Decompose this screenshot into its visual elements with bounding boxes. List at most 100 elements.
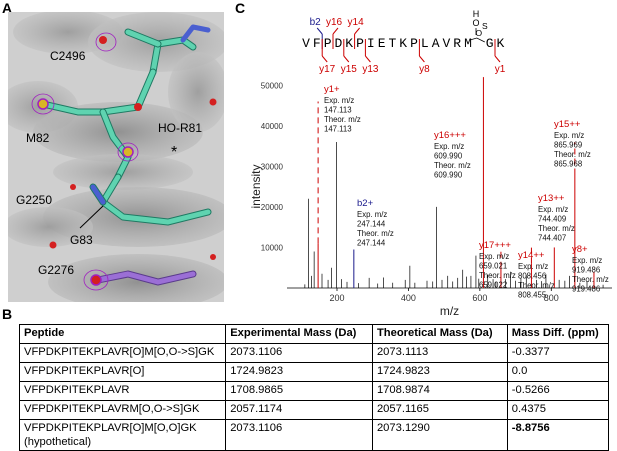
sequence-residue: P: [410, 36, 418, 51]
cell-theor-mass: 2057.1165: [371, 400, 508, 420]
b2-bracket-label: b2: [310, 17, 322, 28]
cell-peptide: VFPDKPITEKPLAVR[O]M[O,O->S]GK: [18, 343, 227, 363]
ion-annotation-line: Exp. m/z: [572, 256, 602, 265]
mod-bond: [469, 37, 485, 43]
y1-bracket-tail: [494, 55, 501, 63]
y8-bracket-label: y8: [419, 64, 430, 75]
header-theor-mass: Theoretical Mass (Da): [371, 324, 508, 344]
sequence-residue: E: [378, 36, 386, 51]
mod-o: O: [475, 28, 482, 38]
sequence-residue: L: [421, 36, 429, 51]
y15-bracket-label: y15: [341, 64, 358, 75]
y13-bracket-tail: [365, 55, 371, 63]
ion-annotation-title: y8+: [572, 244, 588, 255]
sequence-residue: I: [367, 36, 375, 51]
ion-annotation-line: Exp. m/z: [479, 252, 509, 261]
x-axis-label: m/z: [440, 304, 459, 318]
ion-annotation-title: y14++: [518, 250, 545, 261]
ion-annotation-title: y15++: [554, 119, 581, 130]
y16-bracket-tail: [332, 27, 339, 35]
cell-theor-mass: 1708.9874: [371, 381, 508, 401]
ion-annotation-line: 147.113: [324, 106, 352, 115]
mass-table-container: Peptide Experimental Mass (Da) Theoretic…: [18, 324, 610, 451]
sequence-residue: P: [324, 36, 332, 51]
y13-bracket-label: y13: [362, 64, 379, 75]
ion-annotation-line: Theor. m/z: [357, 229, 394, 238]
ion-annotation-title: b2+: [357, 198, 374, 209]
y-tick-label: 40000: [261, 122, 284, 131]
y14-bracket-label: y14: [348, 17, 365, 28]
density-mesh: [31, 32, 139, 291]
y-tick-label: 50000: [261, 81, 284, 90]
x-tick-label: 400: [401, 293, 416, 303]
electron-density: [8, 12, 224, 302]
ion-annotation-line: Exp. m/z: [554, 131, 584, 140]
ion-annotation-line: 609.990: [434, 152, 463, 161]
table-row: VFPDKPITEKPLAVR[O]M[O,O->S]GK 2073.1106 …: [18, 343, 610, 363]
mod-h-top: H: [473, 9, 480, 19]
spectrum-plot: 200 400 600 800 10000 20000 30000 40000 50000 m/z…: [249, 77, 612, 318]
header-exp-mass: Experimental Mass (Da): [225, 324, 373, 344]
cell-exp-mass: 1724.9823: [225, 362, 373, 382]
ion-annotation-line: 147.113: [324, 125, 352, 134]
header-peptide: Peptide: [18, 324, 227, 344]
y1-bracket-label: y1: [495, 64, 506, 75]
ion-annotation-line: 609.990: [434, 171, 463, 180]
cell-peptide: VFPDKPITEKPLAVR[O]M[O,O]GK (hypothetical): [18, 419, 227, 451]
ion-annotation-line: 659.022: [479, 281, 507, 290]
mod-s: S: [482, 21, 488, 31]
protein-backbone: [39, 24, 212, 286]
atoms: [37, 36, 217, 286]
cell-peptide: VFPDKPITEKPLAVR: [18, 381, 227, 401]
y-axis-label: intensity: [249, 164, 263, 208]
ion-annotation-line: 744.407: [538, 234, 566, 243]
sequence-residue: K: [496, 36, 504, 51]
panel-label-a: A: [2, 0, 13, 16]
label-asterisk: *: [171, 144, 177, 161]
sequence-residue: A: [432, 36, 440, 51]
cell-exp-mass: 1708.9865: [225, 381, 373, 401]
panel-label-c: C: [235, 0, 246, 16]
ion-annotation-line: 659.021: [479, 262, 507, 271]
cell-mass-diff: 0.4375: [506, 400, 610, 420]
sequence-residue: G: [486, 36, 494, 51]
sequence-residue: K: [399, 36, 407, 51]
cell-peptide: VFPDKPITEKPLAVR[O]: [18, 362, 227, 382]
ion-annotation-line: 247.144: [357, 220, 386, 229]
cell-mass-diff: 0.0: [506, 362, 610, 382]
mass-table: Peptide Experimental Mass (Da) Theoretic…: [18, 324, 610, 451]
x-tick-label: 600: [472, 293, 487, 303]
cell-mass-diff: -0.5266: [506, 381, 610, 401]
ion-annotation-line: 919.486: [572, 266, 600, 275]
cell-mass-diff: -0.3377: [506, 343, 610, 363]
sequence-residue: F: [313, 36, 321, 51]
table-header-row: Peptide Experimental Mass (Da) Theoretic…: [18, 324, 610, 344]
label-m82: M82: [26, 131, 50, 145]
y14-bracket-tail: [354, 27, 360, 35]
sequence-residue: K: [345, 36, 353, 51]
table-row: VFPDKPITEKPLAVR[O]M[O,O]GK (hypothetical)…: [18, 419, 610, 451]
cell-mass-diff: -8.8756: [506, 419, 610, 451]
sequence-residue: V: [442, 36, 450, 51]
label-g83: G83: [70, 233, 93, 247]
ion-annotation-line: Theor. m/z: [324, 115, 361, 124]
ion-annotation-line: Exp. m/z: [538, 205, 568, 214]
sequence-residue: D: [334, 36, 342, 51]
ion-annotation-line: 865.968: [554, 160, 582, 169]
y17-bracket-tail: [321, 55, 328, 63]
y-tick-label: 20000: [261, 203, 284, 212]
table-row: VFPDKPITEKPLAVR[O] 1724.9823 1724.9823 0…: [18, 362, 610, 382]
ion-annotation-title: y13++: [538, 193, 565, 204]
peptide-text: VFPDKPITEKPLAVR[O]M[O,O]GK: [24, 422, 197, 434]
sequence-residue: T: [388, 36, 396, 51]
ion-annotation-line: 808.456: [518, 272, 546, 281]
y-tick-label: 30000: [261, 162, 284, 171]
ion-annotation-line: 744.409: [538, 215, 566, 224]
y16-bracket-label: y16: [326, 17, 343, 28]
